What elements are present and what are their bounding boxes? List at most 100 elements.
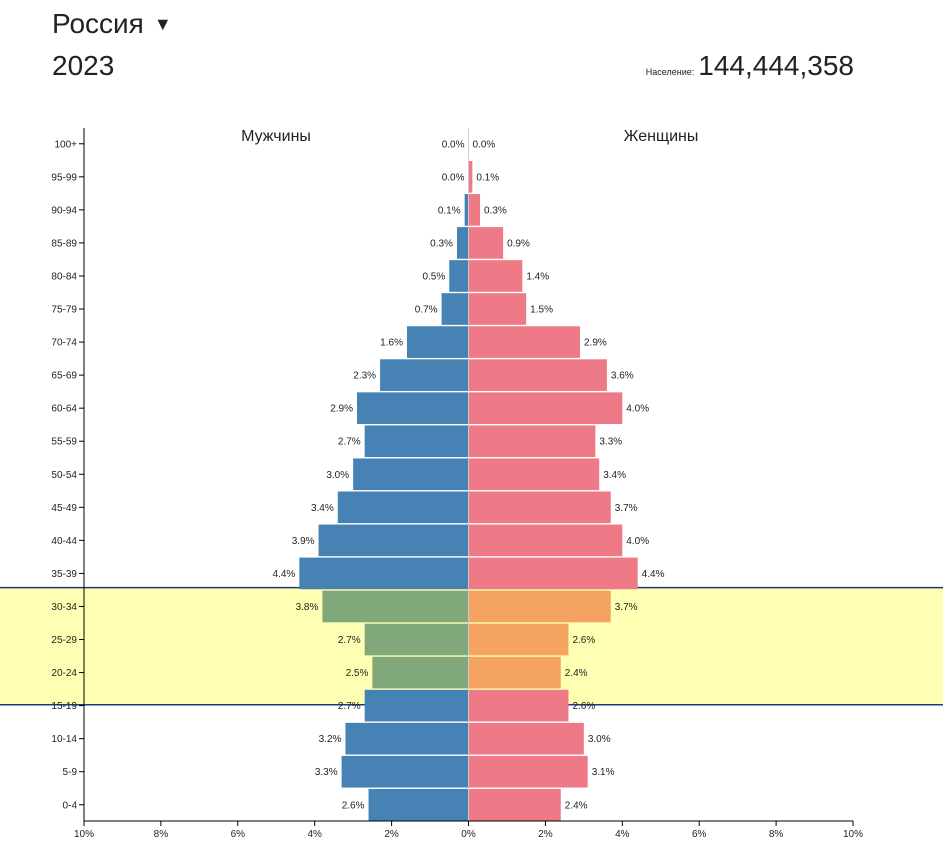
series-name-men: Мужчины xyxy=(241,128,311,145)
bar-women-5-9 xyxy=(468,755,588,788)
bar-men-60-64 xyxy=(356,392,469,424)
bar-women-40-44 xyxy=(468,524,623,557)
y-tick-label-95-99: 95-99 xyxy=(51,172,77,183)
label-women-30-34: 3.7% xyxy=(615,602,638,613)
bar-men-15-19 xyxy=(364,689,469,722)
bar-women-25-29 xyxy=(468,623,569,656)
bar-women-45-49 xyxy=(468,491,611,524)
label-women-80-84: 1.4% xyxy=(526,271,549,282)
bar-men-65-69 xyxy=(380,359,469,391)
label-men-40-44: 3.9% xyxy=(292,536,315,547)
label-women-40-44: 4.0% xyxy=(626,536,649,547)
country-name: Россия xyxy=(52,8,144,39)
label-men-95-99: 0.0% xyxy=(442,172,465,183)
label-women-5-9: 3.1% xyxy=(592,767,615,778)
label-men-100+: 0.0% xyxy=(442,139,465,150)
y-tick-label-35-39: 35-39 xyxy=(51,569,77,580)
series-name-women: Женщины xyxy=(624,128,699,145)
bar-men-0-4 xyxy=(368,788,469,821)
bar-women-90-94 xyxy=(468,194,481,226)
label-women-75-79: 1.5% xyxy=(530,305,553,316)
x-tick-label-8: 6% xyxy=(692,829,707,840)
x-tick-label-7: 4% xyxy=(615,829,630,840)
caret-down-icon: ▼ xyxy=(153,14,172,34)
label-men-60-64: 2.9% xyxy=(330,404,353,415)
x-tick-label-3: 4% xyxy=(307,829,322,840)
bar-women-75-79 xyxy=(468,293,527,325)
y-tick-label-25-29: 25-29 xyxy=(51,635,77,646)
y-tick-label-60-64: 60-64 xyxy=(51,404,77,415)
x-tick-label-5: 0% xyxy=(461,829,476,840)
label-women-20-24: 2.4% xyxy=(565,668,588,679)
label-women-85-89: 0.9% xyxy=(507,238,530,249)
label-men-30-34: 3.8% xyxy=(296,602,319,613)
x-tick-label-2: 6% xyxy=(231,829,246,840)
y-tick-label-0-4: 0-4 xyxy=(63,800,78,811)
bar-women-60-64 xyxy=(468,392,623,424)
bar-women-80-84 xyxy=(468,260,523,292)
country-selector[interactable]: Россия ▼ xyxy=(52,8,172,40)
bar-women-15-19 xyxy=(468,689,569,722)
x-tick-label-4: 2% xyxy=(384,829,399,840)
label-women-90-94: 0.3% xyxy=(484,205,507,216)
bar-men-90-94 xyxy=(464,194,469,226)
label-women-45-49: 3.7% xyxy=(615,503,638,514)
bar-women-65-69 xyxy=(468,359,607,391)
population-readout: Население: 144,444,358 xyxy=(646,50,854,82)
label-men-45-49: 3.4% xyxy=(311,503,334,514)
bar-men-20-24 xyxy=(372,656,469,689)
label-men-35-39: 4.4% xyxy=(273,569,296,580)
label-men-20-24: 2.5% xyxy=(346,668,369,679)
bar-men-55-59 xyxy=(364,425,469,458)
bar-men-10-14 xyxy=(345,722,469,755)
label-women-0-4: 2.4% xyxy=(565,800,588,811)
x-tick-label-10: 10% xyxy=(843,829,863,840)
label-women-95-99: 0.1% xyxy=(476,172,499,183)
label-men-5-9: 3.3% xyxy=(315,767,338,778)
label-women-50-54: 3.4% xyxy=(603,470,626,481)
bar-women-0-4 xyxy=(468,788,561,821)
label-men-85-89: 0.3% xyxy=(430,238,453,249)
y-tick-label-65-69: 65-69 xyxy=(51,371,77,382)
y-tick-label-5-9: 5-9 xyxy=(63,767,78,778)
y-tick-label-50-54: 50-54 xyxy=(51,470,77,481)
y-tick-label-20-24: 20-24 xyxy=(51,668,77,679)
x-tick-label-9: 8% xyxy=(769,829,784,840)
bar-women-35-39 xyxy=(468,557,638,590)
year-label: 2023 xyxy=(52,50,115,81)
label-men-55-59: 2.7% xyxy=(338,437,361,448)
y-tick-label-10-14: 10-14 xyxy=(51,734,77,745)
bar-women-10-14 xyxy=(468,722,584,755)
y-tick-label-30-34: 30-34 xyxy=(51,602,77,613)
label-women-35-39: 4.4% xyxy=(642,569,665,580)
label-women-60-64: 4.0% xyxy=(626,404,649,415)
bar-women-55-59 xyxy=(468,425,596,458)
label-women-65-69: 3.6% xyxy=(611,371,634,382)
y-tick-label-80-84: 80-84 xyxy=(51,271,77,282)
y-tick-label-55-59: 55-59 xyxy=(51,437,77,448)
y-tick-label-40-44: 40-44 xyxy=(51,536,77,547)
bar-men-5-9 xyxy=(341,755,469,788)
bar-women-50-54 xyxy=(468,458,600,491)
y-tick-label-75-79: 75-79 xyxy=(51,305,77,316)
label-men-10-14: 3.2% xyxy=(319,734,342,745)
label-men-90-94: 0.1% xyxy=(438,205,461,216)
bar-women-30-34 xyxy=(468,590,611,623)
label-men-50-54: 3.0% xyxy=(326,470,349,481)
bar-men-85-89 xyxy=(456,227,469,259)
y-tick-label-90-94: 90-94 xyxy=(51,205,77,216)
y-tick-label-15-19: 15-19 xyxy=(51,701,77,712)
bar-men-40-44 xyxy=(318,524,469,557)
bar-women-20-24 xyxy=(468,656,561,689)
label-women-70-74: 2.9% xyxy=(584,338,607,349)
x-tick-label-6: 2% xyxy=(538,829,553,840)
bar-men-45-49 xyxy=(337,491,469,524)
label-men-15-19: 2.7% xyxy=(338,701,361,712)
y-tick-label-45-49: 45-49 xyxy=(51,503,77,514)
population-value: 144,444,358 xyxy=(698,50,854,81)
bar-men-30-34 xyxy=(322,590,469,623)
y-tick-label-85-89: 85-89 xyxy=(51,238,77,249)
label-women-15-19: 2.6% xyxy=(572,701,595,712)
label-women-55-59: 3.3% xyxy=(599,437,622,448)
